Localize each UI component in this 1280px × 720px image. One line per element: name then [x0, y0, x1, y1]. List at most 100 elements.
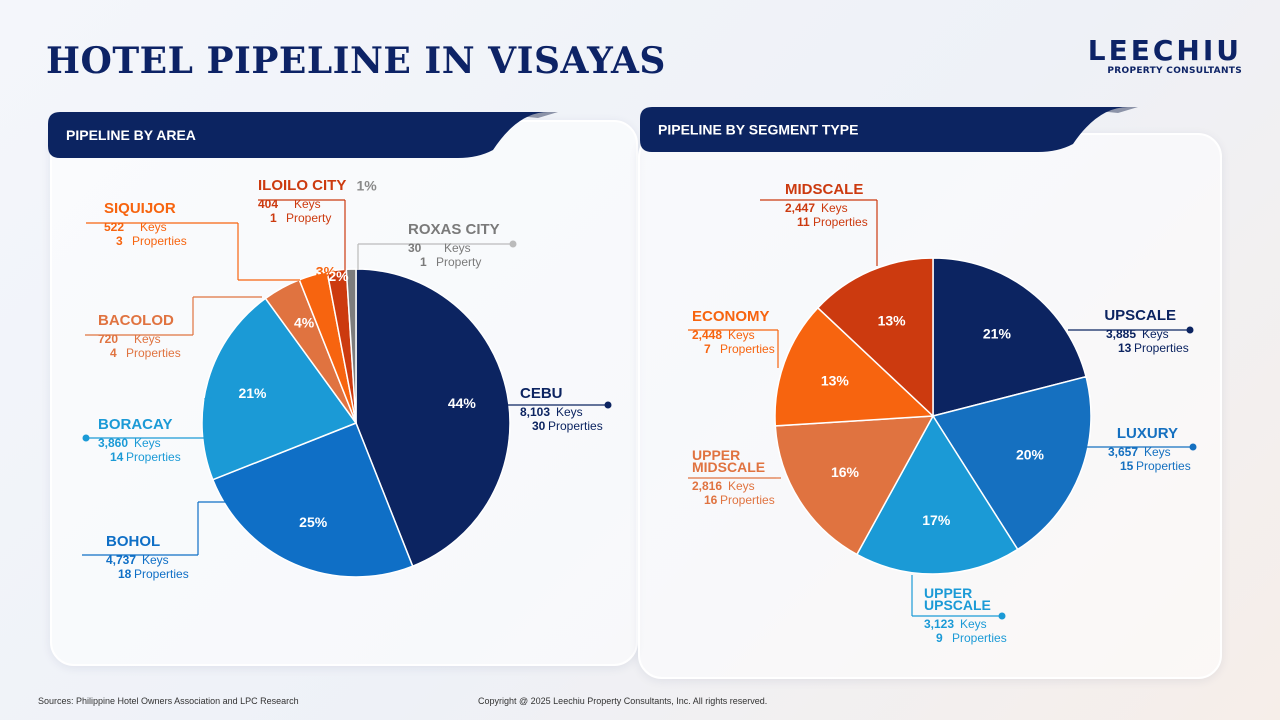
callout-keys-luxury: 3,657	[1108, 445, 1138, 459]
segment-pie	[774, 257, 1092, 575]
callout-props-upscale: 13	[1118, 341, 1132, 355]
callout-name-siquijor: SIQUIJOR	[104, 200, 176, 217]
callout-keys-upscale: 3,885	[1106, 327, 1136, 341]
pct-label-cebu: 44%	[448, 395, 477, 411]
callout-props-label-bacolod: Properties	[126, 346, 181, 360]
callout-keys-label-bacolod: Keys	[134, 332, 161, 346]
callout-props-label-economy: Properties	[720, 342, 775, 356]
callout-props-midscale: 11	[797, 215, 810, 229]
callout-keys-roxas-city: 30	[408, 241, 422, 255]
slice-roxas-city	[345, 268, 357, 424]
callout-name-midscale: MIDSCALE	[785, 181, 863, 198]
pct-label-boracay: 21%	[238, 385, 267, 401]
callout-props-label-cebu: Properties	[548, 419, 603, 433]
pct-label-luxury: 20%	[1016, 446, 1045, 462]
logo-tagline: PROPERTY CONSULTANTS	[1107, 66, 1242, 76]
callout-keys-iloilo-city: 404	[258, 197, 278, 211]
callout-props-label-luxury: Properties	[1136, 459, 1191, 473]
callout-props-bohol: 18	[118, 567, 132, 581]
callout-props-label-boracay: Properties	[126, 450, 181, 464]
pct-label-siquijor: 3%	[316, 263, 337, 279]
logo-wordmark: LEECHIU	[1087, 34, 1242, 67]
callout-keys-label-economy: Keys	[728, 328, 755, 342]
segment-header	[640, 107, 1128, 152]
callout-name-bacolod: BACOLOD	[98, 312, 174, 329]
leader-dot-luxury	[1189, 443, 1197, 451]
callout-props-label-upper-upscale: Properties	[952, 631, 1007, 645]
leader-dot-upscale	[1186, 326, 1194, 334]
pct-label-bacolod: 4%	[294, 315, 315, 331]
callout-props-economy: 7	[704, 342, 711, 356]
callout-props-luxury: 15	[1120, 459, 1134, 473]
callout-props-label-upscale: Properties	[1134, 341, 1189, 355]
callout-keys-economy: 2,448	[692, 328, 722, 342]
callout-name-iloilo-city: ILOILO CITY	[258, 177, 346, 194]
callout-name-upper-upscale-2: UPSCALE	[924, 597, 991, 613]
slice-bohol	[211, 422, 414, 578]
slice-cebu	[355, 268, 511, 568]
callout-name-bohol: BOHOL	[106, 533, 160, 550]
callout-props-siquijor: 3	[116, 234, 123, 248]
slice-luxury	[931, 375, 1092, 551]
slice-economy	[774, 306, 935, 427]
callout-keys-label-cebu: Keys	[556, 405, 583, 419]
callout-keys-label-upper-upscale: Keys	[960, 617, 987, 631]
callout-props-label-siquijor: Properties	[132, 234, 187, 248]
pct-label-economy: 13%	[821, 373, 850, 389]
callout-name-upper-midscale-2: MIDSCALE	[692, 459, 765, 475]
callout-keys-label-upper-midscale: Keys	[728, 479, 755, 493]
slice-upper-upscale	[855, 414, 1019, 575]
area-header-title: PIPELINE BY AREA	[66, 127, 196, 143]
callout-keys-upper-upscale: 3,123	[924, 617, 954, 631]
sources-note: Sources: Philippine Hotel Owners Associa…	[38, 696, 299, 706]
callout-keys-bacolod: 720	[98, 332, 118, 346]
callout-props-cebu: 30	[532, 419, 546, 433]
copyright-note: Copyright @ 2025 Leechiu Property Consul…	[478, 696, 768, 706]
pct-label-upscale: 21%	[983, 326, 1012, 342]
slice-boracay	[201, 297, 358, 481]
leechiu-logo: LEECHIU PROPERTY CONSULTANTS	[1087, 34, 1242, 77]
leader-dot-roxas-city	[509, 240, 517, 248]
callout-name-roxas-city: ROXAS CITY	[408, 221, 500, 238]
callout-props-roxas-city: 1	[420, 255, 427, 269]
segment-header-title: PIPELINE BY SEGMENT TYPE	[658, 122, 858, 138]
leader-dot-upper-upscale	[998, 612, 1006, 620]
callout-keys-bohol: 4,737	[106, 553, 136, 567]
callout-keys-label-upscale: Keys	[1142, 327, 1169, 341]
pct-label-upper-upscale: 17%	[922, 512, 951, 528]
slice-upper-midscale	[774, 415, 935, 556]
area-header	[48, 112, 548, 158]
pct-label-upper-midscale: 16%	[831, 464, 860, 480]
leader-dot-cebu	[604, 401, 612, 409]
callout-props-upper-midscale: 16	[704, 493, 718, 507]
callout-name-cebu: CEBU	[520, 385, 563, 402]
callout-keys-label-bohol: Keys	[142, 553, 169, 567]
callout-keys-label-roxas-city: Keys	[444, 241, 471, 255]
callout-props-bacolod: 4	[110, 346, 117, 360]
callout-name-upper-upscale-1: UPPER	[924, 585, 972, 601]
pct-label-roxas-city: 1%	[356, 177, 377, 193]
callout-keys-label-luxury: Keys	[1144, 445, 1171, 459]
callout-props-label-roxas-city: Property	[436, 255, 481, 269]
page-title: HOTEL PIPELINE IN VISAYAS	[46, 40, 666, 82]
callout-name-economy: ECONOMY	[692, 308, 770, 325]
callout-keys-boracay: 3,860	[98, 436, 128, 450]
callout-name-luxury: LUXURY	[1117, 425, 1178, 442]
callout-name-upscale: UPSCALE	[1104, 307, 1176, 324]
callout-props-iloilo-city: 1	[270, 211, 277, 225]
pct-label-iloilo-city: 2%	[328, 268, 349, 284]
callout-keys-siquijor: 522	[104, 220, 124, 234]
area-pie	[201, 268, 511, 578]
callout-keys-label-midscale: Keys	[821, 201, 848, 215]
callout-keys-midscale: 2,447	[785, 201, 815, 215]
callout-name-upper-midscale-1: UPPER	[692, 447, 740, 463]
callout-props-label-bohol: Properties	[134, 567, 189, 581]
callout-keys-label-siquijor: Keys	[140, 220, 167, 234]
pct-label-midscale: 13%	[878, 312, 907, 328]
callout-keys-cebu: 8,103	[520, 405, 550, 419]
leader-dot-boracay	[82, 434, 90, 442]
callout-name-boracay: BORACAY	[98, 416, 172, 433]
slice-upscale	[932, 257, 1087, 417]
callout-props-boracay: 14	[110, 450, 124, 464]
